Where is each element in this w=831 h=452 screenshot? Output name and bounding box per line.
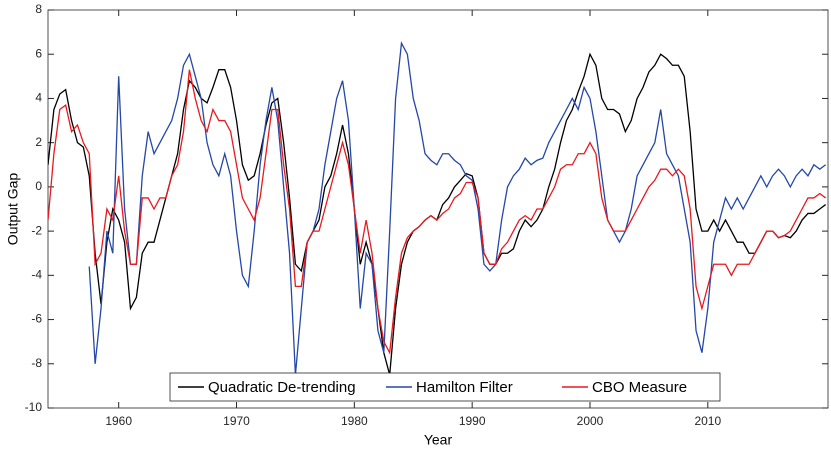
y-tick-label: 6 [35, 46, 42, 60]
plot-area [47, 9, 829, 409]
y-tick-label: -4 [31, 268, 42, 282]
x-tick-label: 2010 [694, 414, 721, 428]
x-tick-label: 1960 [105, 414, 132, 428]
y-tick-label: -8 [31, 356, 42, 370]
legend-label: CBO Measure [592, 379, 687, 396]
series-line [88, 40, 827, 375]
x-tick-label: 1970 [223, 414, 250, 428]
x-tick-label: 1980 [341, 414, 368, 428]
legend-box [169, 372, 721, 402]
y-tick-label: -6 [31, 312, 42, 326]
y-tick-label: 8 [35, 2, 42, 16]
x-axis-title: Year [424, 432, 453, 448]
y-tick-label: -2 [31, 223, 42, 237]
y-axis-title: Output Gap [5, 173, 21, 246]
y-tick-label: 0 [35, 179, 42, 193]
x-tick-label: 2000 [577, 414, 604, 428]
x-tick-label: 1990 [459, 414, 486, 428]
legend-label: Hamilton Filter [416, 379, 513, 396]
legend-label: Quadratic De-trending [208, 379, 356, 396]
y-tick-label: -10 [25, 400, 43, 414]
y-tick-label: 2 [35, 135, 42, 149]
y-tick-label: 4 [35, 91, 42, 105]
series-line [48, 69, 827, 355]
